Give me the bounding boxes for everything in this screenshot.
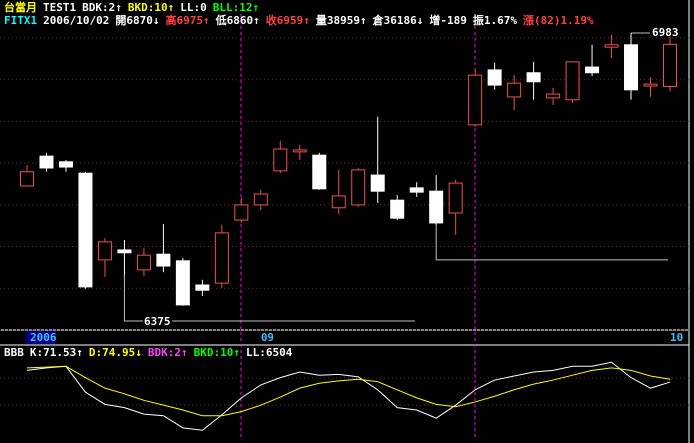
legend-row: BBB K:71.53↑ D:74.95↓ BDK:2↑ BKD:10↑ LL:6504 [4, 346, 293, 359]
legend-text: BBB [4, 346, 24, 359]
legend-text: 台當月 [4, 0, 37, 14]
candle-body [507, 82, 522, 98]
candle-body [663, 43, 677, 87]
legend-text: 倉36186↓ [372, 13, 424, 27]
candle-body [487, 69, 502, 86]
kd-line [26, 365, 671, 417]
candle-body [253, 193, 268, 206]
candle-body [234, 204, 249, 221]
legend-text: BKD:10↑ [128, 1, 174, 14]
candle-body [39, 155, 54, 169]
legend-text: BDK:2↑ [148, 346, 188, 359]
legend-text: TEST1 [43, 1, 76, 14]
legend-text: 開6870↓ [115, 14, 159, 27]
legend-text: 漲(82)1.19% [523, 13, 594, 27]
legend-row: FITX1 2006/10/02 開6870↓ 高6975↑ 低6860↑ 收6959↑ 量… [4, 13, 594, 27]
legend-text: BKD:10↑ [194, 346, 240, 359]
annotation-line [123, 275, 415, 322]
x-label-bg [26, 331, 56, 344]
legend-text: 增-189 [429, 13, 467, 27]
legend-text: D:74.95↓ [89, 346, 142, 359]
legend-text: K:71.53↑ [30, 346, 83, 359]
legend-text: 2006/10/02 [43, 14, 109, 27]
candle-body [136, 254, 151, 271]
candle-body [585, 66, 600, 74]
legend-text: BLL:12↑ [213, 1, 259, 14]
legend-text: LL:0 [180, 1, 207, 14]
candle-body [78, 172, 93, 288]
candle-body [58, 161, 73, 168]
annotation-label: 6375 [144, 315, 171, 328]
candle-body [643, 83, 658, 87]
legend-text: LL:6504 [246, 346, 293, 359]
candle-body [546, 93, 561, 99]
legend-text: 振1.67% [473, 13, 517, 27]
candle-body [292, 149, 307, 153]
legend-text: 量38959↑ [316, 14, 367, 27]
candle-body [604, 44, 619, 48]
candle-body [390, 199, 405, 219]
x-tick-label: 09 [261, 331, 274, 344]
legend-text: 低6860↑ [215, 13, 260, 27]
candle-body [624, 44, 639, 91]
support-line [435, 225, 668, 261]
candle-body [156, 253, 171, 267]
candle-body [526, 72, 541, 83]
candle-body [468, 74, 483, 126]
annotation-label: 6983 [652, 26, 679, 39]
legend-text: 高6975↑ [165, 13, 209, 27]
candle-body [20, 171, 34, 187]
candle-body [195, 284, 210, 291]
candle-body [565, 61, 580, 101]
candle-body [409, 187, 424, 193]
candle-body [429, 190, 444, 224]
legend-text: FITX1 [4, 14, 37, 27]
candle-body [175, 260, 190, 306]
candle-body [351, 169, 366, 206]
candle-body [331, 195, 346, 209]
x-tick-label: 2006 [30, 331, 57, 344]
candle-body [312, 154, 327, 190]
legend-row: 台當月 TEST1 BDK:2↑ BKD:10↑ LL:0 BLL:12↑ [4, 0, 259, 14]
candle-body [117, 249, 132, 254]
kd-line [26, 361, 671, 431]
candle-body [97, 241, 112, 261]
candle-body [273, 148, 288, 172]
candle-body [214, 232, 229, 284]
candle-body [448, 182, 463, 214]
candle-body [370, 174, 385, 192]
x-tick-label: 10 [670, 331, 683, 344]
legend-text: BDK:2↑ [82, 1, 122, 14]
legend-text: 收6959↑ [266, 13, 310, 27]
